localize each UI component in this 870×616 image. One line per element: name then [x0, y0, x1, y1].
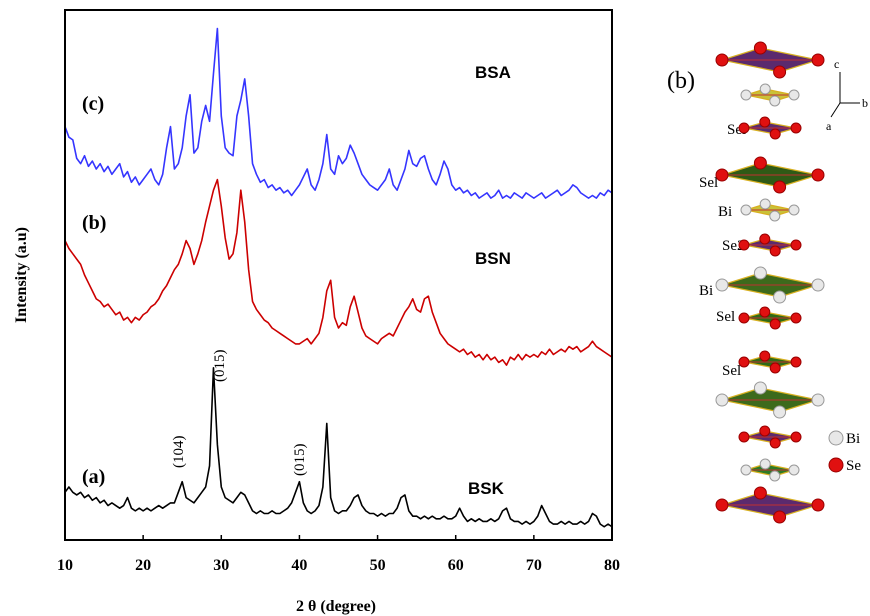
atom [791, 313, 801, 323]
atom [754, 157, 766, 169]
atom [789, 205, 799, 215]
atom-label: Bi [718, 204, 732, 220]
atom [770, 438, 780, 448]
axis-label: c [834, 57, 839, 71]
y-axis-label: Intensity (a.u) [13, 227, 30, 323]
atom [739, 240, 749, 250]
atom [812, 169, 824, 181]
atom [754, 487, 766, 499]
atom [754, 42, 766, 54]
atom [760, 426, 770, 436]
axis-label: b [862, 96, 868, 110]
plot-frame [65, 10, 612, 540]
atom [760, 351, 770, 361]
atom [716, 499, 728, 511]
peak-label: (104) [171, 436, 187, 469]
atom [716, 54, 728, 66]
sample-label: BSN [475, 249, 511, 268]
xrd-line [65, 180, 612, 366]
atom-label: Sel [722, 363, 741, 379]
annotation: (c) [82, 93, 104, 115]
atom [774, 181, 786, 193]
atom [812, 499, 824, 511]
atom [770, 471, 780, 481]
atom-label: Sel [699, 175, 718, 191]
atom [760, 307, 770, 317]
atom [791, 240, 801, 250]
annotation: (a) [82, 466, 105, 488]
atom-label: Bi [699, 283, 713, 299]
crystal-structure: (b) c b a Sel Sel Bi Se2 Bi Sel Sel Bi S… [667, 42, 868, 523]
legend-label: Se [846, 458, 861, 474]
atom [812, 54, 824, 66]
atom [770, 96, 780, 106]
x-tick-label: 60 [448, 557, 464, 574]
sample-label: BSA [475, 63, 511, 82]
x-tick-label: 20 [135, 557, 151, 574]
x-tick-label: 10 [57, 557, 73, 574]
legend-ball [829, 431, 843, 445]
page: (c) (b) (a) BSA BSN BSK (104) (015) (015… [0, 0, 870, 616]
atom [770, 319, 780, 329]
atom [741, 465, 751, 475]
atom [789, 90, 799, 100]
atom [739, 313, 749, 323]
atom [774, 66, 786, 78]
xrd-chart: (c) (b) (a) BSA BSN BSK (104) (015) (015… [13, 10, 620, 615]
atom [754, 382, 766, 394]
legend-label: Bi [846, 431, 860, 447]
atom [791, 123, 801, 133]
atom [791, 357, 801, 367]
x-tick-label: 40 [291, 557, 307, 574]
atom [739, 357, 749, 367]
atom [770, 211, 780, 221]
atom [739, 123, 749, 133]
atom [760, 459, 770, 469]
atom [760, 234, 770, 244]
atom [812, 279, 824, 291]
sample-label: BSK [468, 479, 505, 498]
atom [716, 279, 728, 291]
atom [716, 394, 728, 406]
atom [760, 117, 770, 127]
x-tick-label: 30 [213, 557, 229, 574]
peak-label: (015) [292, 444, 308, 477]
atom-label: Sel [716, 309, 735, 325]
xrd-line [65, 368, 612, 527]
x-tick-label: 50 [370, 557, 386, 574]
atom [760, 84, 770, 94]
atom [770, 246, 780, 256]
atom [770, 129, 780, 139]
atom [789, 465, 799, 475]
legend-ball [829, 458, 843, 472]
atom [774, 291, 786, 303]
atom [812, 394, 824, 406]
atom [770, 363, 780, 373]
axis-arrow [831, 103, 840, 117]
atom [716, 169, 728, 181]
axis-label: a [826, 119, 832, 133]
x-axis-label: 2 θ (degree) [296, 598, 376, 615]
atom [754, 267, 766, 279]
x-tick-label: 70 [526, 557, 542, 574]
xrd-line [65, 29, 612, 199]
panel-label: (b) [667, 68, 695, 94]
annotation: (b) [82, 212, 106, 234]
atom [774, 511, 786, 523]
atom [741, 90, 751, 100]
atom [760, 199, 770, 209]
atom [741, 205, 751, 215]
x-tick-label: 80 [604, 557, 620, 574]
atom [791, 432, 801, 442]
atom [774, 406, 786, 418]
atom [739, 432, 749, 442]
